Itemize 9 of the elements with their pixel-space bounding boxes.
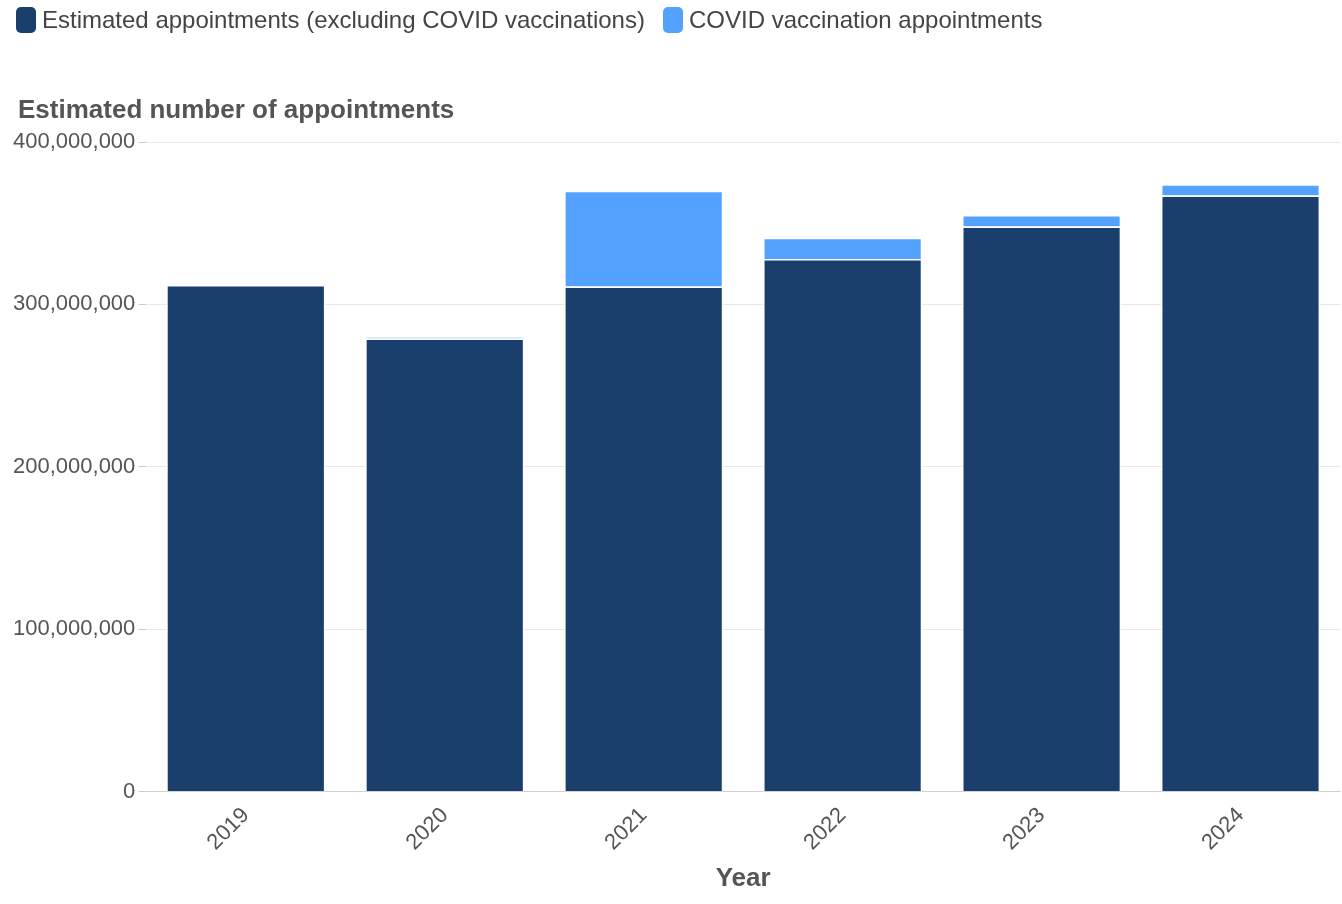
y-axis-title: Estimated number of appointments	[18, 94, 455, 125]
y-tick-label: 0	[123, 777, 136, 803]
y-tick-label: 200,000,000	[13, 452, 136, 478]
y-tick-label: 300,000,000	[13, 290, 136, 316]
legend-label: Estimated appointments (excluding COVID vaccinations)	[42, 6, 645, 34]
legend-label: COVID vaccination appointments	[688, 6, 1043, 34]
x-axis-title: Year	[715, 861, 771, 892]
y-tick-label: 100,000,000	[13, 615, 136, 641]
y-tick-label: 400,000,000	[13, 128, 136, 154]
